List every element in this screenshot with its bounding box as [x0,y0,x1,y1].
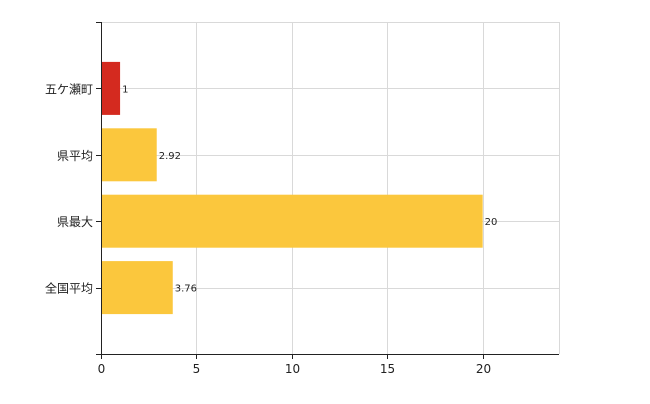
x-tick-label-4: 20 [476,362,491,376]
category-label-3: 全国平均 [45,281,93,296]
bar-0 [101,61,121,115]
bar-2 [101,194,483,248]
data-label-3: 3.76 [175,284,197,295]
data-label-1: 2.92 [159,151,181,162]
bar-3 [101,261,173,315]
category-label-1: 県平均 [57,149,93,163]
data-label-0: 1 [122,84,128,95]
category-label-0: 五ケ瀬町 [45,82,93,96]
x-tick-label-0: 0 [98,362,106,376]
x-tick-label-2: 10 [285,362,300,376]
x-tick-label-3: 15 [380,362,395,376]
bar-1 [101,128,157,182]
data-label-2: 20 [485,217,498,228]
x-tick-label-1: 5 [193,362,201,376]
category-label-2: 県最大 [57,215,93,229]
